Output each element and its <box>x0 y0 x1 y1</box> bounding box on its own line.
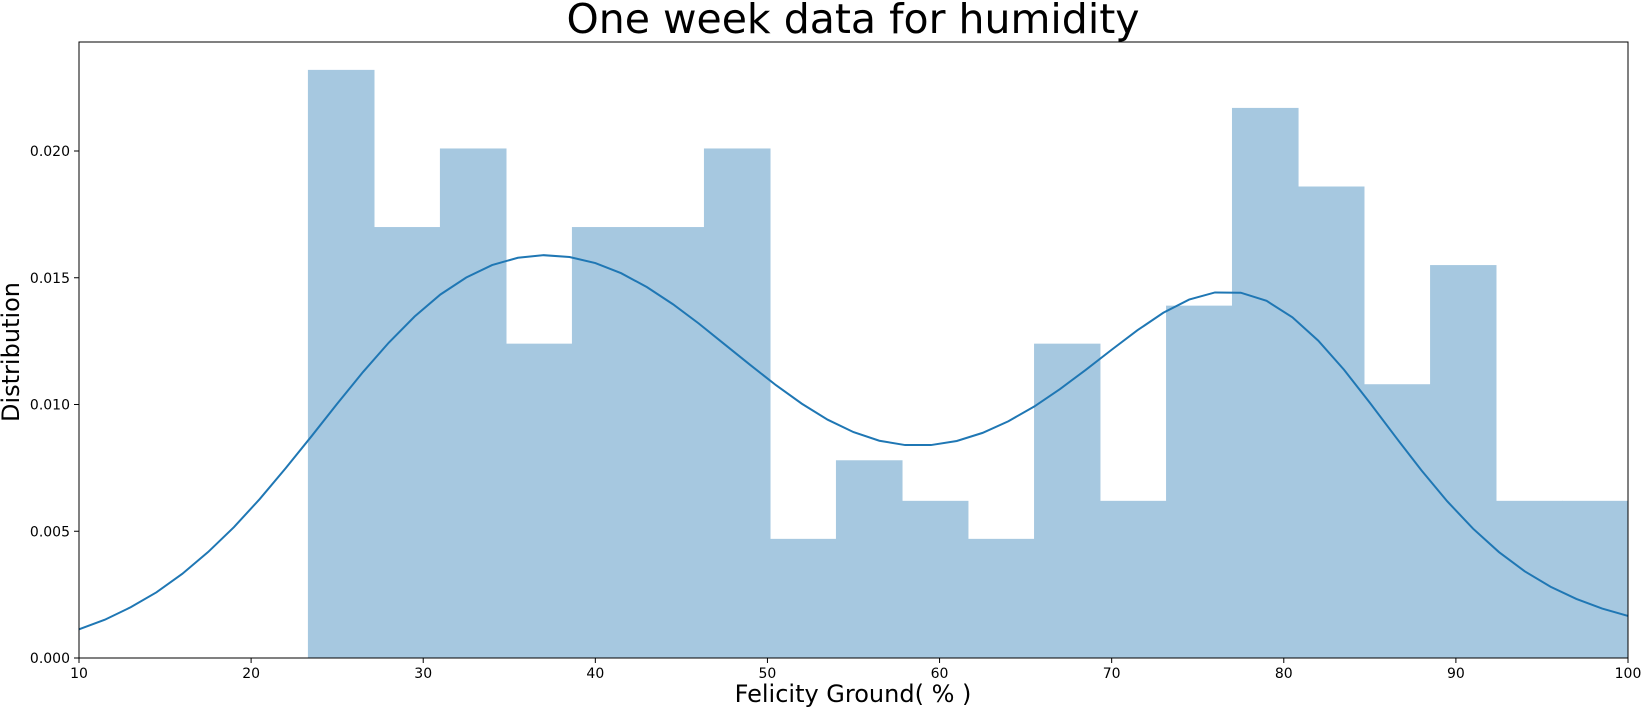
histogram-bar <box>1099 500 1167 658</box>
kde-curve-line <box>78 254 1629 631</box>
histogram-bar <box>638 227 705 658</box>
y-tick-label: 0.005 <box>30 524 70 540</box>
histogram-bar <box>1363 384 1431 658</box>
y-tick-label: 0.000 <box>30 651 70 667</box>
histogram-bar <box>307 69 375 659</box>
histogram-bar <box>770 538 837 658</box>
histogram-bar <box>1495 500 1563 658</box>
x-tick-label: 10 <box>70 666 88 682</box>
x-tick-label: 60 <box>931 666 949 682</box>
y-tick-label: 0.020 <box>30 144 70 160</box>
plot-frame <box>78 41 1629 659</box>
histogram-bar <box>1166 305 1233 658</box>
y-axis-ticks: 0.000 0.005 0.010 0.015 0.020 <box>30 144 79 667</box>
chart-title: One week data for humidity <box>566 0 1139 43</box>
histogram-bar <box>439 148 507 659</box>
histogram-bars <box>307 69 1629 659</box>
histogram-bar <box>703 148 771 659</box>
y-tick-label: 0.015 <box>30 271 70 287</box>
histogram-bar <box>506 343 573 658</box>
histogram-bar <box>1562 500 1629 658</box>
histogram-bar <box>571 227 639 658</box>
histogram-bar <box>967 538 1035 658</box>
histogram-bar <box>902 500 969 658</box>
x-tick-label: 100 <box>1615 666 1641 682</box>
x-axis-ticks: 10 20 30 40 50 60 70 80 90 100 <box>70 658 1641 682</box>
x-tick-label: 40 <box>586 666 604 682</box>
kde-curve-layer <box>78 254 1629 631</box>
y-tick-label: 0.010 <box>30 398 70 414</box>
x-tick-label: 70 <box>1103 666 1121 682</box>
x-tick-label: 80 <box>1275 666 1293 682</box>
histogram-bar <box>1430 265 1497 658</box>
histogram-bar <box>1231 107 1299 658</box>
histogram-bar <box>835 460 903 658</box>
histogram-bar <box>373 227 441 658</box>
histogram-bar <box>1034 343 1101 658</box>
y-axis-label: Distribution <box>0 282 25 422</box>
x-tick-label: 50 <box>759 666 777 682</box>
x-tick-label: 90 <box>1447 666 1465 682</box>
x-tick-label: 20 <box>242 666 260 682</box>
x-axis-label: Felicity Ground( % ) <box>735 680 972 708</box>
x-tick-label: 30 <box>414 666 432 682</box>
histogram-bar <box>1298 186 1365 658</box>
